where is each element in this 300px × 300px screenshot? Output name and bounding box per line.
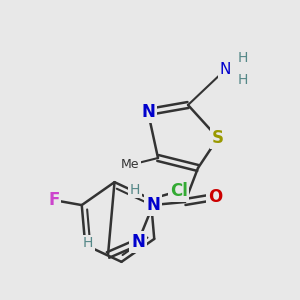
Text: H: H [83,236,93,250]
Text: H: H [238,73,248,87]
Text: Cl: Cl [170,182,188,200]
Text: Me: Me [121,158,139,172]
Text: N: N [131,233,145,251]
Text: N: N [219,62,231,77]
Text: O: O [208,188,222,206]
Text: S: S [212,129,224,147]
Text: H: H [130,183,140,197]
Text: F: F [48,191,59,209]
Text: N: N [141,103,155,121]
Text: N: N [146,196,160,214]
Text: H: H [238,51,248,65]
